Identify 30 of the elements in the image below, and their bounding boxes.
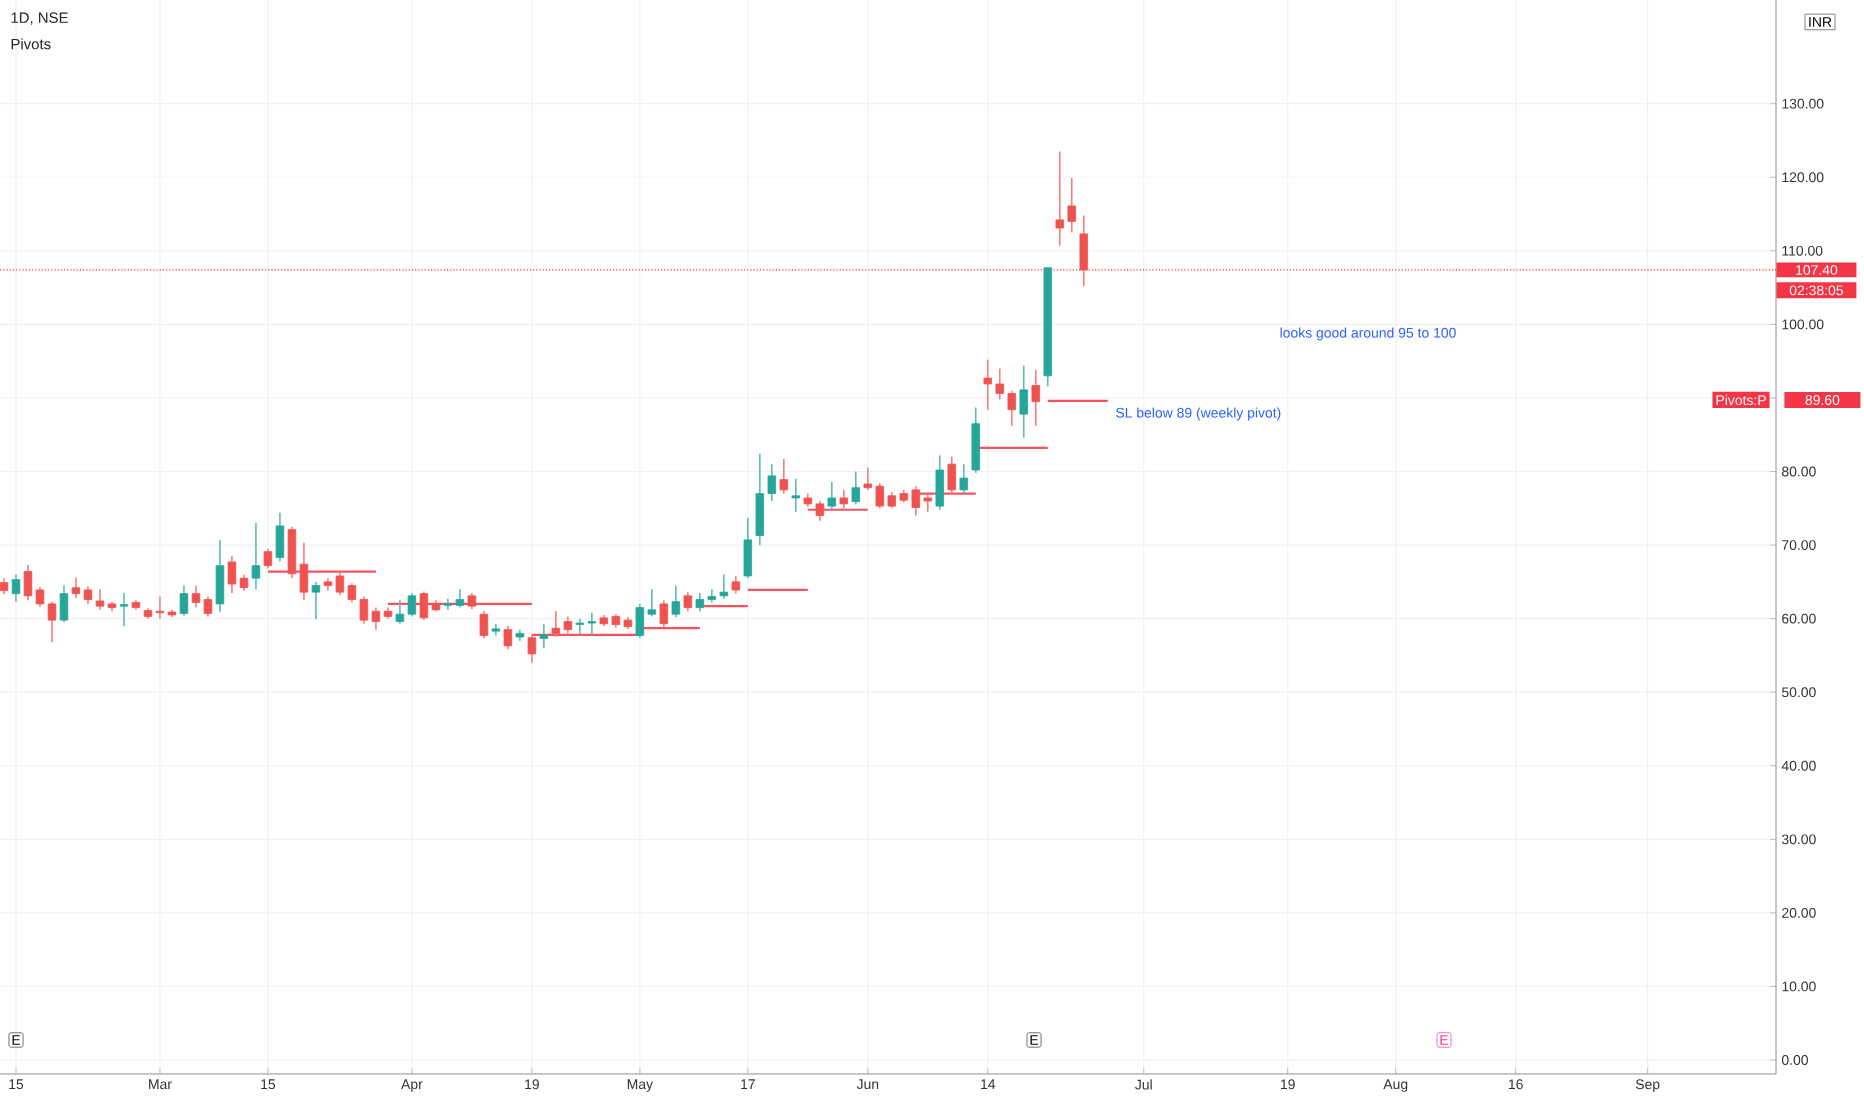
candlestick bbox=[527, 634, 537, 664]
candlestick bbox=[959, 463, 969, 495]
candlestick bbox=[503, 625, 513, 651]
candlestick bbox=[1019, 364, 1029, 439]
candlestick bbox=[947, 455, 957, 495]
candlestick bbox=[179, 584, 189, 617]
candlestick bbox=[251, 522, 261, 590]
candlestick bbox=[59, 584, 69, 624]
candlestick bbox=[851, 470, 861, 506]
candlestick bbox=[683, 591, 693, 613]
candlestick bbox=[311, 581, 321, 621]
candlestick bbox=[743, 517, 753, 579]
candlestick bbox=[827, 481, 837, 511]
candlestick bbox=[671, 584, 681, 618]
candlestick bbox=[1079, 214, 1088, 287]
candlestick bbox=[719, 573, 729, 600]
candlestick bbox=[263, 547, 273, 570]
candlestick bbox=[935, 454, 945, 511]
candlestick bbox=[779, 458, 789, 495]
candlestick bbox=[479, 610, 489, 640]
candlestick bbox=[1031, 369, 1041, 427]
candlestick bbox=[971, 406, 981, 474]
candlestick bbox=[659, 599, 669, 629]
candlestick bbox=[791, 478, 801, 513]
candlestick bbox=[119, 592, 129, 627]
candlestick bbox=[11, 573, 21, 603]
candlestick bbox=[539, 622, 549, 649]
candlestick bbox=[839, 489, 849, 510]
candlestick bbox=[275, 511, 285, 563]
candlestick bbox=[215, 539, 225, 613]
